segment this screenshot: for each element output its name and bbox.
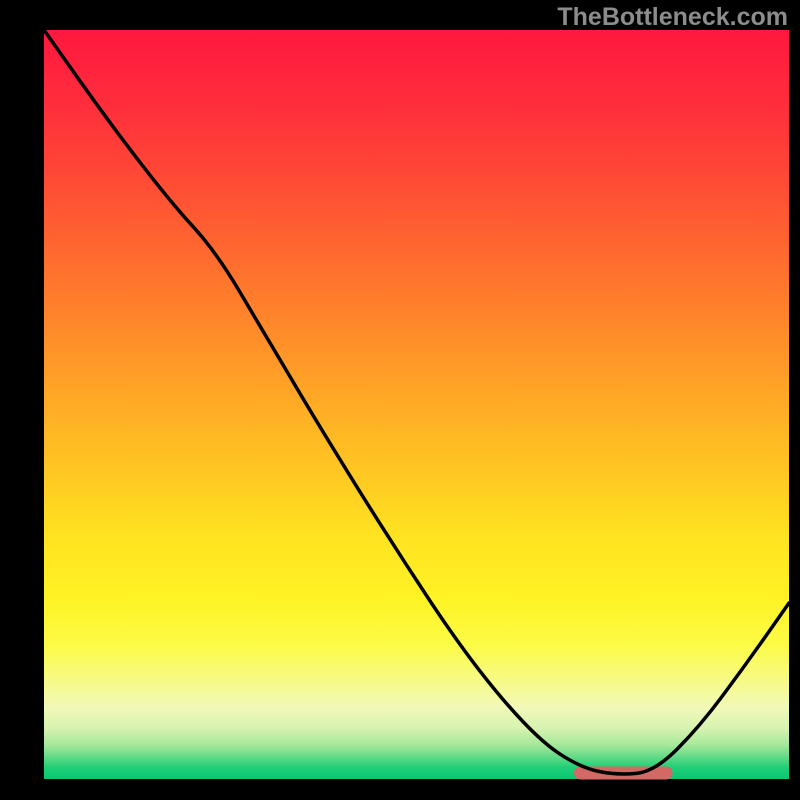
chart-frame: TheBottleneck.com [0, 0, 800, 800]
bottleneck-curve [44, 30, 789, 774]
plot-area [44, 30, 789, 779]
watermark-text: TheBottleneck.com [557, 3, 788, 32]
curve-layer [44, 30, 789, 779]
